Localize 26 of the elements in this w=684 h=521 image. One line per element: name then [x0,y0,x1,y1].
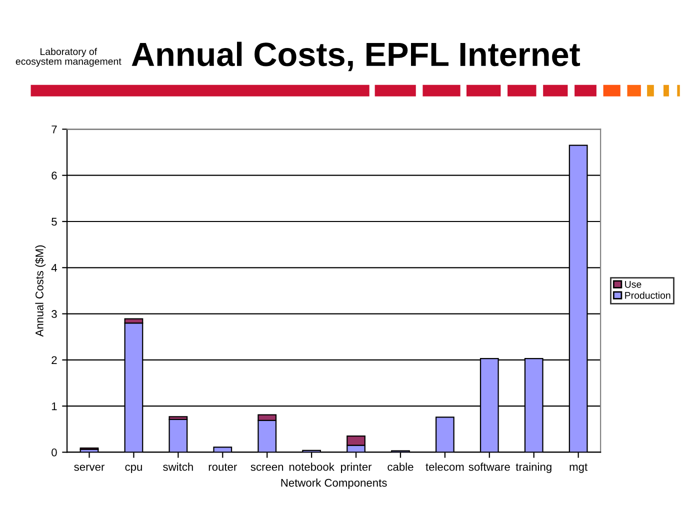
x-tick-label: software [468,462,510,471]
x-tick-label: screen [250,464,284,471]
legend-label: Production [625,292,670,299]
x-tick-label: cable [388,462,414,471]
y-tick-label: 3 [52,310,57,318]
text: Laboratory of ecosystem management [16,48,122,67]
chart-title: Annual Costs, EPFL Internet [132,42,580,72]
x-tick-label: router [208,464,237,471]
y-tick-label: 0 [52,448,57,456]
y-tick-label: 7 [52,126,57,134]
x-tick-label: printer [340,462,372,473]
x-tick-label: switch [163,462,193,471]
x-tick-label: training [516,462,552,473]
x-tick-label: notebook [289,462,334,471]
y-tick-label: 1 [52,402,57,410]
x-tick-label: server [74,464,105,471]
x-tick-label: telecom [426,462,464,471]
x-tick-label: cpu [125,464,142,473]
x-axis-title: Network Components [281,478,387,489]
y-tick-label: 5 [52,218,57,226]
y-axis-title: Annual Costs ($M) [35,245,46,337]
x-tick-label: mgt [570,464,588,473]
y-tick-label: 4 [51,264,57,272]
y-tick-label: 2 [52,356,57,364]
legend-label: Use [625,281,642,288]
y-tick-label: 6 [52,172,57,180]
